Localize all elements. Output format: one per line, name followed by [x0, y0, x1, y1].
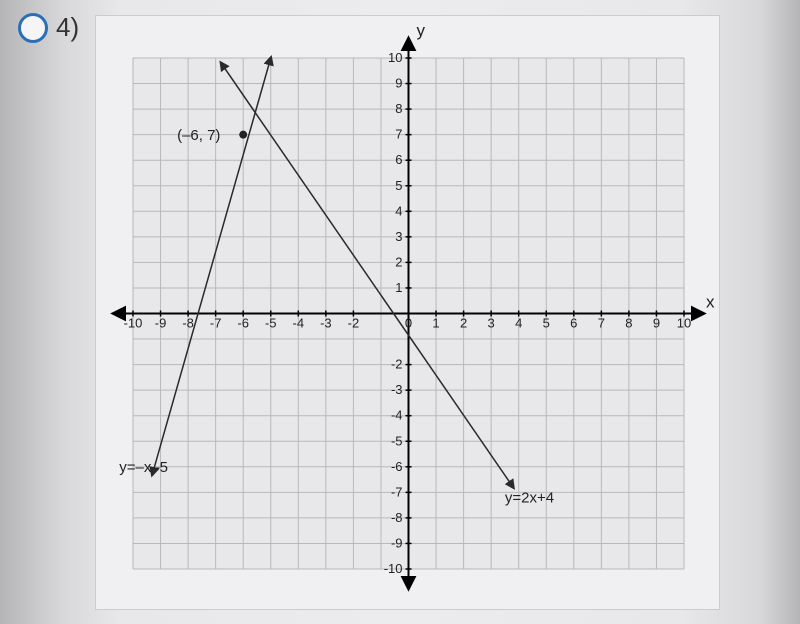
svg-text:-8: -8 — [391, 510, 403, 525]
svg-text:3: 3 — [488, 316, 495, 331]
radio-circle-icon[interactable] — [18, 13, 48, 43]
svg-text:5: 5 — [543, 316, 550, 331]
svg-text:2: 2 — [460, 316, 467, 331]
svg-text:3: 3 — [395, 229, 402, 244]
svg-text:2: 2 — [395, 254, 402, 269]
svg-text:y=–x–5: y=–x–5 — [119, 459, 168, 476]
svg-text:-10: -10 — [384, 561, 403, 576]
graph-panel: -10 -9 -8 -7 -6 -5 -4 -3 -2 0 1 2 3 4 5 6 7 8 9 10 10 9 8 7 6 5 4 3… — [95, 15, 720, 610]
svg-text:-3: -3 — [320, 316, 332, 331]
svg-text:6: 6 — [395, 152, 402, 167]
option-row[interactable]: 4) — [18, 12, 79, 43]
svg-text:-7: -7 — [210, 316, 222, 331]
svg-text:10: 10 — [677, 316, 691, 331]
option-number: 4) — [56, 12, 79, 43]
svg-text:9: 9 — [395, 76, 402, 91]
svg-text:5: 5 — [395, 178, 402, 193]
svg-text:-10: -10 — [124, 316, 143, 331]
svg-text:-2: -2 — [348, 316, 360, 331]
svg-text:x: x — [706, 293, 715, 312]
svg-text:4: 4 — [515, 316, 522, 331]
svg-text:4: 4 — [395, 203, 402, 218]
svg-text:8: 8 — [395, 101, 402, 116]
svg-text:7: 7 — [598, 316, 605, 331]
svg-text:-6: -6 — [391, 459, 403, 474]
coordinate-graph: -10 -9 -8 -7 -6 -5 -4 -3 -2 0 1 2 3 4 5 6 7 8 9 10 10 9 8 7 6 5 4 3… — [96, 16, 721, 611]
svg-text:-3: -3 — [391, 382, 403, 397]
svg-text:10: 10 — [388, 50, 402, 65]
svg-text:1: 1 — [432, 316, 439, 331]
svg-text:7: 7 — [395, 127, 402, 142]
svg-text:-7: -7 — [391, 484, 403, 499]
svg-text:-6: -6 — [237, 316, 249, 331]
svg-text:-5: -5 — [265, 316, 277, 331]
svg-text:y=2x+4: y=2x+4 — [505, 490, 554, 507]
svg-text:0: 0 — [405, 316, 412, 331]
svg-text:-4: -4 — [391, 408, 403, 423]
svg-text:9: 9 — [653, 316, 660, 331]
svg-text:6: 6 — [570, 316, 577, 331]
svg-text:8: 8 — [625, 316, 632, 331]
svg-text:-8: -8 — [182, 316, 194, 331]
svg-text:-9: -9 — [155, 316, 167, 331]
svg-text:1: 1 — [395, 280, 402, 295]
svg-text:-4: -4 — [293, 316, 305, 331]
page-container: 4) -10 -9 -8 -7 -6 -5 -4 -3 -2 0 1 2 3 4 5 6 7 8 9 10 10 9 8 7 6… — [0, 0, 800, 624]
svg-text:(–6, 7): (–6, 7) — [177, 127, 220, 144]
svg-text:-2: -2 — [391, 357, 403, 372]
svg-text:-5: -5 — [391, 433, 403, 448]
svg-text:y: y — [417, 21, 426, 40]
svg-text:-9: -9 — [391, 535, 403, 550]
